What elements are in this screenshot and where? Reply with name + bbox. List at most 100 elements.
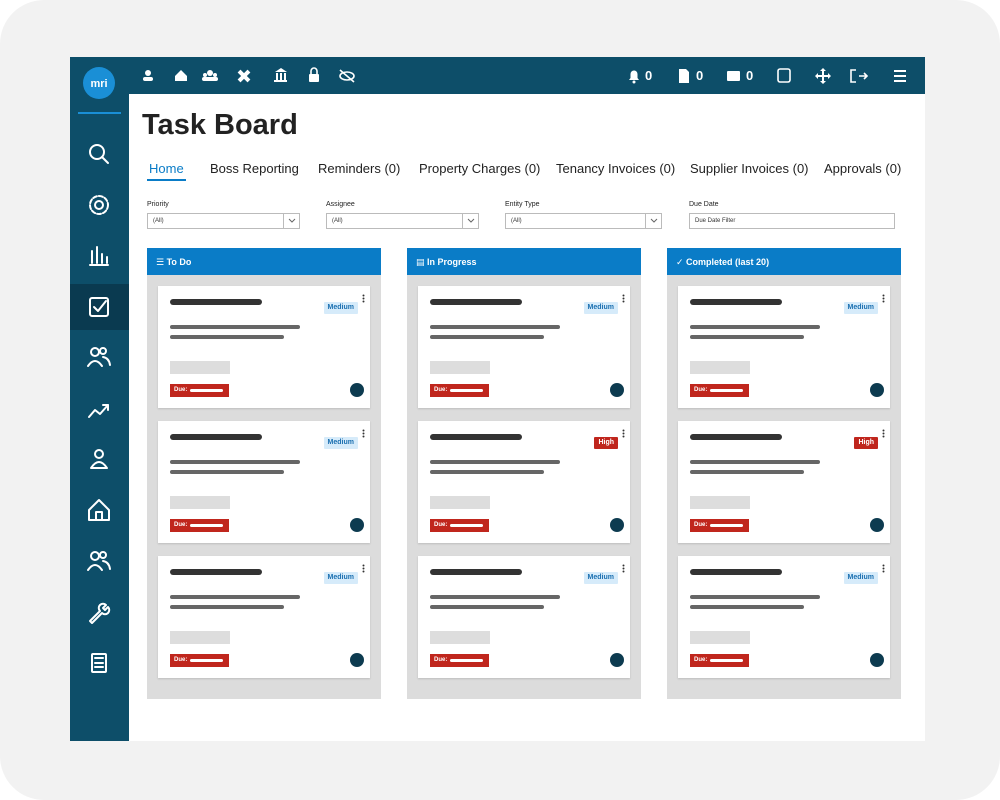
- filter-select[interactable]: (All): [326, 213, 479, 229]
- page-title: Task Board: [142, 109, 298, 141]
- due-badge: Due:: [430, 519, 489, 532]
- nav-icons[interactable]: [87, 144, 111, 673]
- card-text-placeholder: [690, 325, 820, 329]
- column-title: In Progress: [427, 257, 477, 267]
- card-field-placeholder: [170, 496, 230, 509]
- due-label: Due:: [694, 657, 708, 663]
- due-badge: Due:: [170, 519, 229, 532]
- card-field-placeholder: [690, 631, 750, 644]
- card-field-placeholder: [430, 631, 490, 644]
- due-date-placeholder: [190, 659, 223, 662]
- due-label: Due:: [174, 522, 188, 528]
- active-item: [70, 284, 129, 330]
- card-field-placeholder: [690, 496, 750, 509]
- assignee-avatar: [350, 653, 364, 667]
- column-icon: ✓: [676, 257, 687, 267]
- tab[interactable]: Home: [149, 161, 184, 176]
- task-card[interactable]: Due: Medium: [418, 286, 630, 408]
- priority-badge: Medium: [323, 302, 358, 314]
- kebab: [882, 564, 885, 573]
- top-nav-icons[interactable]: [143, 67, 906, 84]
- card-menu[interactable]: [882, 561, 885, 573]
- card-text-placeholder: [430, 605, 544, 609]
- logo-badge[interactable]: [83, 67, 115, 99]
- task-card[interactable]: Due: High: [418, 421, 630, 543]
- app-window: mri: [70, 57, 925, 741]
- due-date-placeholder: [190, 524, 223, 527]
- due-label: Due:: [434, 657, 448, 663]
- kebab: [622, 429, 625, 438]
- task-card[interactable]: Due: Medium: [158, 421, 370, 543]
- task-card[interactable]: Due: Medium: [678, 556, 890, 678]
- document-count: 0: [696, 68, 704, 83]
- task-card[interactable]: Due: High: [678, 421, 890, 543]
- tab[interactable]: Tenancy Invoices (0): [556, 161, 676, 176]
- due-badge: Due:: [690, 384, 749, 397]
- column-body: Due: Medium Due: Medium Due: Medium: [147, 275, 381, 699]
- card-field-placeholder: [690, 361, 750, 374]
- assignee-avatar: [350, 383, 364, 397]
- card-title-placeholder: [170, 299, 262, 305]
- task-card[interactable]: Due: Medium: [418, 556, 630, 678]
- card-text-placeholder: [170, 460, 300, 464]
- card-menu[interactable]: [622, 426, 625, 438]
- filter-input[interactable]: Due Date Filter: [689, 213, 895, 229]
- due-label: Due:: [174, 387, 188, 393]
- chevron: [288, 218, 296, 223]
- card-menu[interactable]: [362, 561, 365, 573]
- column-header: ☰ To Do: [147, 248, 381, 275]
- task-card[interactable]: Due: Medium: [158, 286, 370, 408]
- kebab: [622, 564, 625, 573]
- card-title-placeholder: [170, 434, 262, 440]
- card-menu[interactable]: [882, 291, 885, 303]
- tab[interactable]: Reminders (0): [318, 161, 401, 176]
- filter-select[interactable]: (All): [505, 213, 662, 229]
- due-badge: Due:: [690, 519, 749, 532]
- card-menu[interactable]: [622, 561, 625, 573]
- filter-label: Assignee: [326, 201, 355, 208]
- priority-badge: Medium: [583, 302, 618, 314]
- tab[interactable]: Boss Reporting: [210, 161, 299, 176]
- notification-count: 0: [645, 68, 653, 83]
- priority-badge: Medium: [583, 572, 618, 584]
- due-date-placeholder: [710, 524, 743, 527]
- column-title: Completed (last 20): [686, 257, 770, 267]
- card-field-placeholder: [430, 496, 490, 509]
- card-title-placeholder: [430, 434, 522, 440]
- message-count: 0: [746, 68, 754, 83]
- kebab: [882, 294, 885, 303]
- card-menu[interactable]: [362, 291, 365, 303]
- card-text-placeholder: [690, 595, 820, 599]
- chevron: [467, 218, 475, 223]
- kebab: [362, 564, 365, 573]
- card-menu[interactable]: [362, 426, 365, 438]
- card-text-placeholder: [690, 605, 804, 609]
- tab[interactable]: Supplier Invoices (0): [690, 161, 809, 176]
- tab[interactable]: Property Charges (0): [419, 161, 541, 176]
- task-card[interactable]: Due: Medium: [678, 286, 890, 408]
- card-menu[interactable]: [622, 291, 625, 303]
- assignee-avatar: [610, 518, 624, 532]
- priority-badge: Medium: [323, 437, 358, 449]
- due-date-placeholder: [450, 524, 483, 527]
- tab-underline: [147, 179, 186, 181]
- filter-label: Due Date: [689, 201, 719, 208]
- dropdown-arrow: [645, 214, 661, 228]
- card-title-placeholder: [430, 569, 522, 575]
- priority-badge: High: [594, 437, 618, 449]
- due-badge: Due:: [170, 384, 229, 397]
- filter-select[interactable]: (All): [147, 213, 300, 229]
- tab[interactable]: Approvals (0): [824, 161, 902, 176]
- due-label: Due:: [434, 522, 448, 528]
- card-field-placeholder: [430, 361, 490, 374]
- column-header: ▤ In Progress: [407, 248, 641, 275]
- task-card[interactable]: Due: Medium: [158, 556, 370, 678]
- card-title-placeholder: [170, 569, 262, 575]
- card-text-placeholder: [430, 595, 560, 599]
- assignee-avatar: [350, 518, 364, 532]
- column-body: Due: Medium Due: High Due: Medium: [667, 275, 901, 699]
- due-date-placeholder: [710, 659, 743, 662]
- card-text-placeholder: [170, 605, 284, 609]
- card-menu[interactable]: [882, 426, 885, 438]
